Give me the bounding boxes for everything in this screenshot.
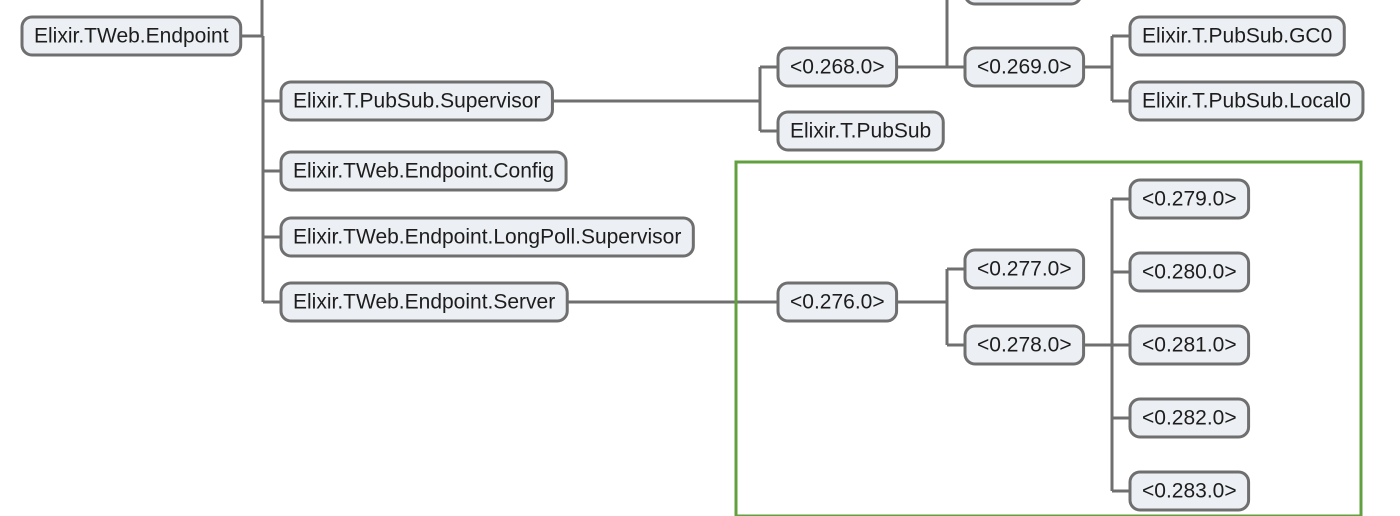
node-pubsub[interactable]: Elixir.T.PubSub [778,112,943,150]
node-p276-label: <0.276.0> [790,291,885,314]
node-local0[interactable]: Elixir.T.PubSub.Local0 [1130,82,1363,120]
node-p278[interactable]: <0.278.0> [965,326,1084,364]
node-gc0-label: Elixir.T.PubSub.GC0 [1142,25,1332,48]
node-local0-label: Elixir.T.PubSub.Local0 [1142,90,1351,113]
nodes-layer: Elixir.TWeb.Endpoint Elixir.T.PubSub.Supe… [22,0,1363,510]
node-p283[interactable]: <0.283.0> [1130,472,1249,510]
node-p280[interactable]: <0.280.0> [1130,253,1249,291]
process-tree-diagram: Elixir.TWeb.Endpoint Elixir.T.PubSub.Supe… [0,0,1400,516]
node-p280-label: <0.280.0> [1142,261,1237,284]
edge-trunk [241,0,262,36]
node-gc0[interactable]: Elixir.T.PubSub.GC0 [1130,17,1344,55]
node-endpoint_srv[interactable]: Elixir.TWeb.Endpoint.Server [281,283,567,321]
node-p269-label: <0.269.0> [977,56,1072,79]
node-truncated-offscreen [965,0,1081,4]
node-endpoint_cfg[interactable]: Elixir.TWeb.Endpoint.Config [281,152,566,190]
node-p269[interactable]: <0.269.0> [965,48,1084,86]
node-p279-label: <0.279.0> [1142,188,1237,211]
node-p268-label: <0.268.0> [790,56,885,79]
node-pubsub_sup-label: Elixir.T.PubSub.Supervisor [293,90,540,113]
node-endpoint[interactable]: Elixir.TWeb.Endpoint [22,17,241,55]
node-p279[interactable]: <0.279.0> [1130,180,1249,218]
node-endpoint_srv-label: Elixir.TWeb.Endpoint.Server [293,291,555,314]
node-pubsub_sup[interactable]: Elixir.T.PubSub.Supervisor [281,82,552,120]
node-p281[interactable]: <0.281.0> [1130,326,1249,364]
node-p278-label: <0.278.0> [977,334,1072,357]
node-p281-label: <0.281.0> [1142,334,1237,357]
node-p282-label: <0.282.0> [1142,407,1237,430]
node-p276[interactable]: <0.276.0> [778,283,897,321]
node-endpoint-label: Elixir.TWeb.Endpoint [34,25,229,48]
node-p277-label: <0.277.0> [977,258,1072,281]
node-p282[interactable]: <0.282.0> [1130,399,1249,437]
node-p277[interactable]: <0.277.0> [965,250,1084,288]
node-pubsub-label: Elixir.T.PubSub [790,120,931,143]
node-endpoint_lp-label: Elixir.TWeb.Endpoint.LongPoll.Supervisor [293,226,681,249]
node-endpoint_cfg-label: Elixir.TWeb.Endpoint.Config [293,160,554,183]
node-endpoint_lp[interactable]: Elixir.TWeb.Endpoint.LongPoll.Supervisor [281,218,693,256]
node-p283-label: <0.283.0> [1142,480,1237,503]
node-p268[interactable]: <0.268.0> [778,48,897,86]
